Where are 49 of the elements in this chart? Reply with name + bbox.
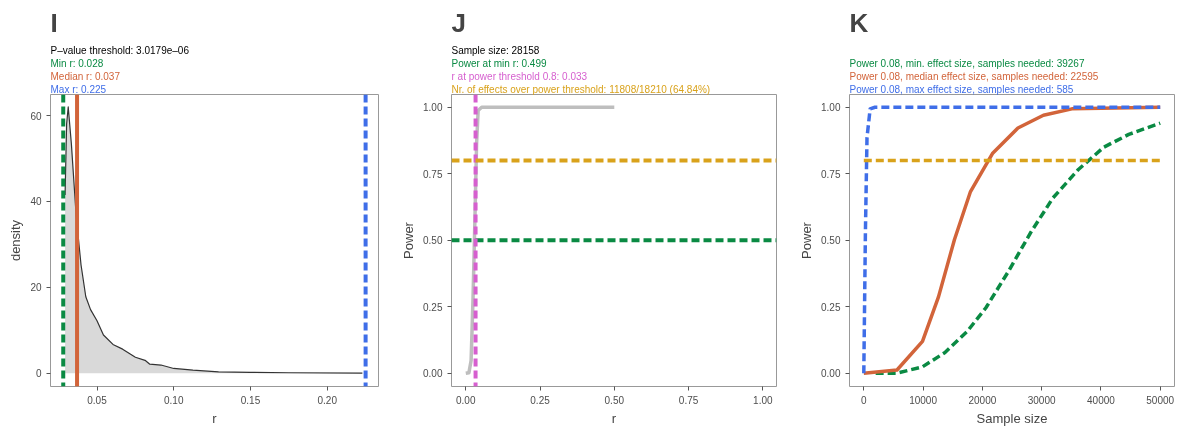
text: Power at min r: 0.499: [451, 57, 547, 69]
x-tick-label: 50000: [1146, 394, 1175, 406]
chart-title: J: [451, 7, 466, 38]
chart-subtitle: Sample size: 28158: [451, 44, 540, 56]
x-tick-label: 1.00: [753, 394, 773, 406]
y-axis-title: Power: [799, 221, 815, 259]
x-tick-label: 20000: [968, 394, 997, 406]
y-tick-label: 0.25: [423, 301, 443, 313]
x-tick-label: 0.25: [530, 394, 551, 406]
x-tick-label: 0.15: [240, 394, 261, 406]
y-tick-label: 0.00: [423, 368, 443, 380]
y-tick-label: 0: [35, 368, 42, 380]
y-tick-label: 0.75: [423, 168, 443, 180]
ref-line-label: Min r: 0.028: [50, 57, 104, 69]
x-tick-label: 0.00: [456, 394, 476, 406]
x-tick-label: 30000: [1027, 394, 1056, 406]
text: Power 0.08, min. effect size, samples needed: 39267: [849, 57, 1085, 69]
x-tick-label: 0.75: [678, 394, 699, 406]
x-tick-label: 40000: [1087, 394, 1116, 406]
x-tick-label: 0: [861, 394, 868, 406]
chart-subtitle: P–value threshold: 3.0179e–06: [50, 44, 190, 56]
y-tick-label: 0.50: [423, 235, 443, 247]
ref-line-label: Max r: 0.225: [50, 83, 107, 95]
ref-line-label: Median r: 0.037: [50, 70, 121, 82]
x-axis-title: r: [611, 410, 617, 426]
x-axis-title: Sample size: [976, 410, 1048, 426]
y-tick-label: 60: [30, 110, 42, 122]
chart-title: K: [849, 7, 869, 38]
x-tick-label: 10000: [909, 394, 938, 406]
text: r at power threshold 0.8: 0.033: [451, 70, 588, 82]
x-axis-title: r: [212, 410, 218, 426]
chart-title: I: [50, 7, 58, 38]
text: Power 0.08, median effect size, samples needed: 22595: [849, 70, 1099, 82]
x-tick-label: 0.20: [317, 394, 338, 406]
y-tick-label: 40: [30, 196, 42, 208]
y-tick-label: 1.00: [423, 102, 443, 114]
y-tick-label: 0.00: [821, 368, 841, 380]
series-label: Power 0.08, max effect size, samples needed: 585: [849, 83, 1074, 95]
y-tick-label: 1.00: [821, 102, 841, 114]
x-tick-label: 0.05: [87, 394, 108, 406]
x-tick-label: 0.50: [604, 394, 625, 406]
y-tick-label: 0.75: [821, 168, 841, 180]
y-tick-label: 0.50: [821, 235, 841, 247]
y-axis-title: Power: [401, 221, 417, 259]
y-tick-label: 0.25: [821, 301, 841, 313]
y-axis-title: density: [8, 219, 24, 262]
text: Nr. of effects over power threshold: 11808/18210 (64.84%): [451, 83, 711, 95]
x-tick-label: 0.10: [164, 394, 184, 406]
y-tick-label: 20: [30, 282, 42, 294]
